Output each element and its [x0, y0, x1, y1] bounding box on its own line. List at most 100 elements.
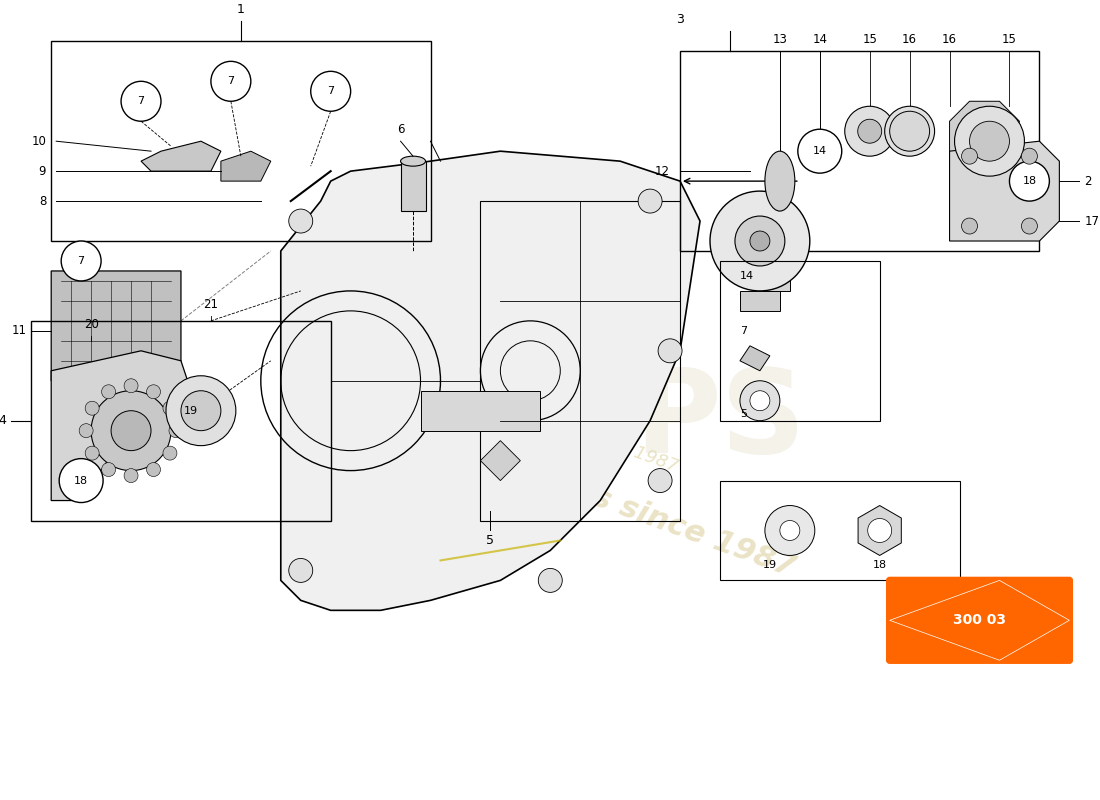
Text: 18: 18	[74, 475, 88, 486]
Circle shape	[710, 191, 810, 291]
Polygon shape	[141, 141, 221, 171]
Circle shape	[163, 446, 177, 460]
Circle shape	[121, 82, 161, 122]
Polygon shape	[740, 346, 770, 370]
Text: 13: 13	[772, 34, 788, 46]
Text: 5: 5	[740, 409, 747, 418]
Text: 18: 18	[872, 561, 887, 570]
Bar	[720, 481, 959, 580]
Bar	[680, 51, 1040, 251]
Text: a passion for parts since 1987: a passion for parts since 1987	[417, 287, 624, 354]
Circle shape	[146, 385, 161, 398]
Polygon shape	[52, 271, 182, 381]
Circle shape	[124, 469, 138, 482]
Text: a passion for parts since 1987: a passion for parts since 1987	[419, 366, 681, 476]
Circle shape	[884, 106, 935, 156]
Circle shape	[1010, 161, 1049, 201]
Circle shape	[750, 231, 770, 251]
Bar	[720, 261, 880, 421]
Text: 5: 5	[486, 534, 494, 547]
Bar	[52, 42, 430, 241]
Text: 7: 7	[740, 326, 747, 336]
Text: 16: 16	[902, 34, 917, 46]
FancyBboxPatch shape	[887, 578, 1072, 663]
Polygon shape	[949, 102, 1020, 171]
Bar	[420, 390, 540, 430]
Polygon shape	[890, 580, 1069, 660]
Circle shape	[735, 216, 785, 266]
Text: 11: 11	[11, 324, 26, 338]
Circle shape	[750, 390, 770, 410]
Text: 1: 1	[236, 3, 245, 17]
Text: PS: PS	[635, 363, 806, 478]
Circle shape	[740, 381, 780, 421]
Polygon shape	[949, 141, 1059, 241]
Circle shape	[955, 106, 1024, 176]
Text: 20: 20	[84, 318, 99, 331]
Circle shape	[85, 402, 99, 415]
Circle shape	[91, 390, 170, 470]
Circle shape	[289, 209, 312, 233]
Circle shape	[166, 376, 235, 446]
Text: 12: 12	[656, 165, 670, 178]
Circle shape	[1022, 218, 1037, 234]
Circle shape	[101, 462, 116, 477]
Circle shape	[101, 385, 116, 398]
Circle shape	[111, 410, 151, 450]
Circle shape	[79, 424, 94, 438]
Text: 14: 14	[812, 34, 827, 46]
Text: 18: 18	[1022, 176, 1036, 186]
Circle shape	[961, 148, 978, 164]
Circle shape	[538, 569, 562, 592]
Text: 15: 15	[862, 34, 877, 46]
Bar	[400, 161, 426, 211]
Bar	[481, 201, 680, 521]
Circle shape	[1022, 148, 1037, 164]
Circle shape	[182, 390, 221, 430]
Circle shape	[658, 339, 682, 362]
Circle shape	[62, 241, 101, 281]
Polygon shape	[52, 351, 191, 501]
Polygon shape	[280, 151, 700, 610]
Text: 7: 7	[228, 76, 234, 86]
Text: 10: 10	[31, 134, 46, 148]
Text: 6: 6	[397, 123, 405, 136]
Text: EUR: EUR	[317, 323, 584, 438]
Circle shape	[868, 518, 892, 542]
Bar	[31, 321, 331, 521]
Bar	[740, 291, 780, 311]
Circle shape	[890, 111, 930, 151]
Text: 3: 3	[676, 14, 684, 26]
Text: 7: 7	[138, 96, 144, 106]
Text: 15: 15	[1002, 34, 1016, 46]
Text: 7: 7	[327, 86, 334, 96]
Circle shape	[648, 469, 672, 493]
Circle shape	[898, 119, 922, 143]
Polygon shape	[221, 151, 271, 181]
Circle shape	[638, 189, 662, 213]
Text: 14: 14	[813, 146, 827, 156]
Text: 17: 17	[1085, 214, 1099, 227]
Circle shape	[289, 558, 312, 582]
Circle shape	[969, 122, 1010, 161]
Circle shape	[780, 521, 800, 541]
Circle shape	[163, 402, 177, 415]
Circle shape	[845, 106, 894, 156]
Circle shape	[169, 424, 183, 438]
Circle shape	[169, 389, 213, 433]
Ellipse shape	[764, 151, 795, 211]
Text: 19: 19	[184, 406, 198, 416]
Text: 7: 7	[78, 256, 85, 266]
Text: 4: 4	[0, 414, 7, 427]
Text: 8: 8	[39, 194, 46, 207]
Circle shape	[310, 71, 351, 111]
Text: 14: 14	[740, 271, 755, 281]
Text: a passion for parts since 1987: a passion for parts since 1987	[301, 378, 800, 583]
Text: 2: 2	[1085, 174, 1092, 188]
Circle shape	[85, 446, 99, 460]
Circle shape	[211, 62, 251, 102]
Polygon shape	[858, 506, 901, 555]
Polygon shape	[481, 441, 520, 481]
Circle shape	[124, 378, 138, 393]
Circle shape	[798, 130, 842, 173]
